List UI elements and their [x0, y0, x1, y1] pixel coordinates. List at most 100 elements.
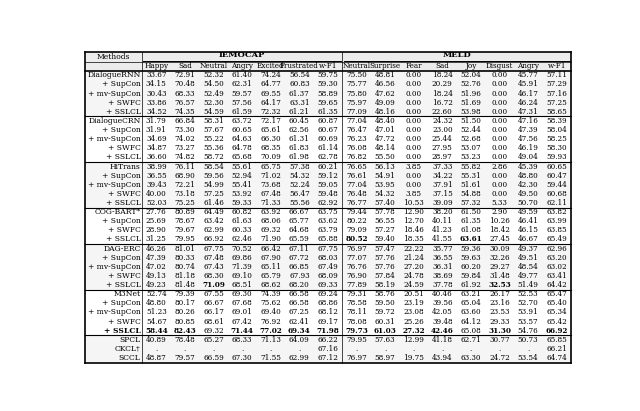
Text: 51.96: 51.96: [461, 90, 481, 97]
Text: 63.82: 63.82: [547, 208, 567, 216]
Text: 20.51: 20.51: [403, 290, 424, 298]
Text: DAG-ERC: DAG-ERC: [103, 245, 141, 253]
Text: 36.31: 36.31: [432, 263, 452, 271]
Text: 37.15: 37.15: [432, 190, 452, 198]
Text: 67.48: 67.48: [260, 190, 281, 198]
Text: 79.57: 79.57: [175, 354, 195, 362]
Text: 57.25: 57.25: [203, 190, 224, 198]
Text: 53.57: 53.57: [518, 318, 538, 326]
Text: 48.80: 48.80: [518, 172, 538, 180]
Text: 31.79: 31.79: [146, 117, 166, 125]
Text: 54.91: 54.91: [374, 172, 396, 180]
Text: 75.77: 75.77: [346, 81, 367, 88]
Text: Excited: Excited: [257, 62, 285, 70]
Text: 61.35: 61.35: [317, 108, 339, 116]
Text: 53.92: 53.92: [232, 190, 252, 198]
Text: 28.90: 28.90: [146, 226, 166, 234]
Text: 49.09: 49.09: [375, 99, 396, 107]
Text: 45.77: 45.77: [518, 71, 538, 79]
Text: 60.83: 60.83: [289, 81, 310, 88]
Text: 0.00: 0.00: [492, 71, 508, 79]
Text: 46.67: 46.67: [518, 236, 538, 243]
Text: 76.92: 76.92: [260, 318, 281, 326]
Text: 49.13: 49.13: [146, 272, 166, 280]
Text: .: .: [384, 345, 387, 353]
Text: + SupCon: + SupCon: [102, 217, 141, 225]
Text: 0.00: 0.00: [406, 144, 422, 152]
Text: 69.32: 69.32: [203, 327, 224, 335]
Text: 71.02: 71.02: [260, 172, 281, 180]
Text: 38.99: 38.99: [146, 162, 166, 171]
Text: 34.69: 34.69: [146, 135, 166, 143]
Text: 51.49: 51.49: [518, 281, 539, 289]
Text: + SWFC: + SWFC: [108, 190, 141, 198]
Text: 58.54: 58.54: [203, 162, 224, 171]
Text: 40.11: 40.11: [432, 217, 453, 225]
Text: 69.24: 69.24: [317, 290, 339, 298]
Text: 0.00: 0.00: [406, 108, 422, 116]
Text: 18.24: 18.24: [432, 71, 452, 79]
Text: 66.84: 66.84: [175, 117, 195, 125]
Text: w-F1: w-F1: [547, 62, 566, 70]
Bar: [85, 53, 571, 71]
Text: 60.69: 60.69: [317, 135, 339, 143]
Text: 49.77: 49.77: [518, 272, 538, 280]
Text: 59.63: 59.63: [461, 254, 481, 262]
Text: 59.84: 59.84: [461, 272, 481, 280]
Text: 0.00: 0.00: [492, 190, 508, 198]
Text: 57.27: 57.27: [375, 226, 396, 234]
Text: Sad: Sad: [178, 62, 192, 70]
Text: 64.68: 64.68: [289, 226, 310, 234]
Text: 37.78: 37.78: [432, 281, 452, 289]
Text: 32.53: 32.53: [488, 281, 511, 289]
Text: 77.04: 77.04: [346, 117, 367, 125]
Text: 67.11: 67.11: [289, 245, 310, 253]
Text: 36.55: 36.55: [432, 254, 452, 262]
Text: 65.27: 65.27: [203, 336, 224, 344]
Text: 73.30: 73.30: [175, 126, 195, 134]
Text: 76.48: 76.48: [346, 190, 367, 198]
Text: 73.18: 73.18: [175, 190, 195, 198]
Text: 61.03: 61.03: [374, 327, 397, 335]
Text: 62.92: 62.92: [317, 199, 339, 207]
Text: 48.54: 48.54: [518, 263, 538, 271]
Text: 58.76: 58.76: [375, 290, 396, 298]
Text: Happy: Happy: [144, 62, 168, 70]
Text: 61.31: 61.31: [289, 135, 310, 143]
Text: .: .: [241, 345, 243, 353]
Text: 68.12: 68.12: [317, 308, 339, 316]
Text: 52.70: 52.70: [518, 299, 538, 307]
Text: 76.77: 76.77: [346, 199, 367, 207]
Text: 79.44: 79.44: [346, 208, 367, 216]
Text: 67.25: 67.25: [289, 308, 310, 316]
Text: 0.00: 0.00: [406, 117, 422, 125]
Text: 54.32: 54.32: [375, 190, 396, 198]
Text: 29.27: 29.27: [489, 263, 510, 271]
Text: 51.69: 51.69: [461, 99, 481, 107]
Text: Angry: Angry: [517, 62, 539, 70]
Text: + SupCon: + SupCon: [102, 126, 141, 134]
Text: 42.46: 42.46: [431, 327, 454, 335]
Text: 74.35: 74.35: [175, 108, 195, 116]
Text: 59.57: 59.57: [232, 90, 253, 97]
Text: 69.86: 69.86: [232, 254, 253, 262]
Text: 54.50: 54.50: [203, 81, 224, 88]
Text: 76.08: 76.08: [346, 144, 367, 152]
Text: 77.89: 77.89: [346, 281, 367, 289]
Text: Disgust: Disgust: [486, 62, 513, 70]
Text: 63.92: 63.92: [260, 208, 281, 216]
Text: 23.16: 23.16: [489, 299, 510, 307]
Text: 59.05: 59.05: [317, 181, 339, 189]
Bar: [85, 244, 571, 290]
Text: 66.67: 66.67: [203, 299, 224, 307]
Text: 55.31: 55.31: [461, 172, 481, 180]
Text: 67.55: 67.55: [203, 290, 224, 298]
Text: 60.45: 60.45: [289, 117, 310, 125]
Text: 55.36: 55.36: [203, 144, 224, 152]
Text: 34.22: 34.22: [432, 172, 452, 180]
Text: 68.06: 68.06: [260, 217, 281, 225]
Text: 23.19: 23.19: [403, 299, 424, 307]
Text: 78.11: 78.11: [346, 308, 367, 316]
Text: 64.09: 64.09: [289, 336, 310, 344]
Text: 54.76: 54.76: [518, 327, 538, 335]
